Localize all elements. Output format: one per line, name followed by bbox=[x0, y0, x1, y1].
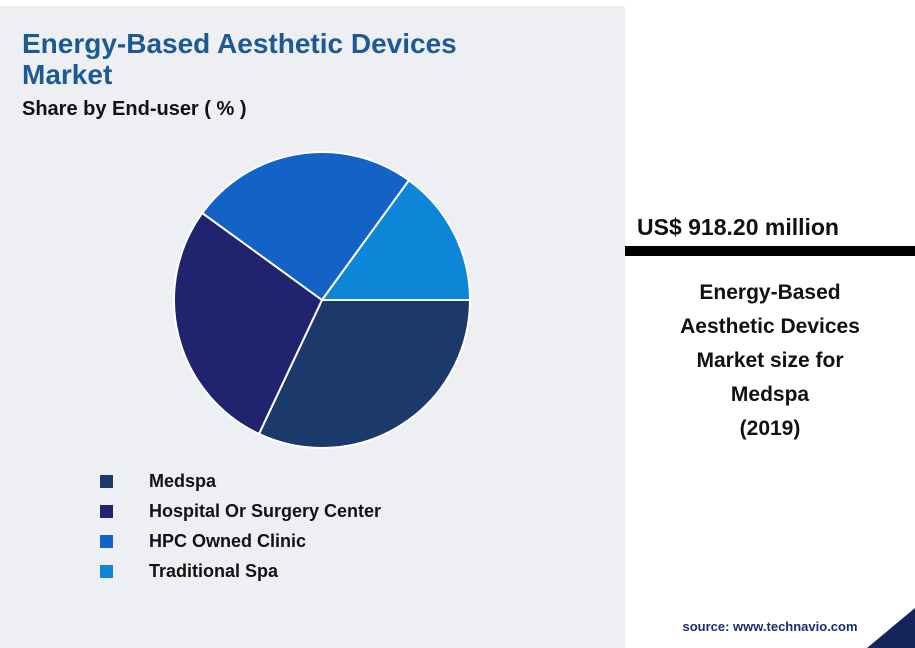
page-title: Energy-Based Aesthetic Devices Market bbox=[22, 28, 457, 91]
pie-chart bbox=[172, 150, 472, 450]
legend-label: Traditional Spa bbox=[149, 560, 279, 581]
market-size-value: US$ 918.20 million bbox=[637, 214, 839, 240]
pie-slice bbox=[201, 151, 410, 301]
legend: Medspa Hospital Or Surgery Center HPC Owne… bbox=[100, 466, 381, 586]
legend-swatch bbox=[100, 474, 113, 488]
legend-swatch bbox=[100, 534, 113, 548]
legend-swatch bbox=[100, 564, 113, 578]
summary-panel: US$ 918.20 million Energy-Based Aestheti… bbox=[625, 0, 915, 648]
legend-item: Medspa bbox=[100, 466, 381, 496]
chart-panel: Energy-Based Aesthetic Devices Market Sh… bbox=[0, 6, 625, 648]
legend-swatch bbox=[100, 504, 113, 518]
pie-chart-svg bbox=[173, 151, 471, 449]
chart-subtitle: Share by End-user ( % ) bbox=[22, 98, 247, 120]
legend-label: Hospital Or Surgery Center bbox=[149, 500, 382, 521]
legend-label: Medspa bbox=[149, 470, 217, 491]
legend-item: Traditional Spa bbox=[100, 556, 381, 586]
pie-slice bbox=[173, 212, 323, 435]
corner-triangle-decoration bbox=[867, 608, 915, 648]
legend-item: HPC Owned Clinic bbox=[100, 526, 381, 556]
divider-bar bbox=[625, 246, 915, 256]
legend-item: Hospital Or Surgery Center bbox=[100, 496, 381, 526]
pie-slice bbox=[321, 179, 471, 301]
pie-slice bbox=[257, 299, 471, 449]
source-attribution: source: www.technavio.com bbox=[682, 619, 858, 634]
market-size-description: Energy-Based Aesthetic Devices Market si… bbox=[680, 281, 860, 441]
legend-label: HPC Owned Clinic bbox=[149, 530, 307, 551]
